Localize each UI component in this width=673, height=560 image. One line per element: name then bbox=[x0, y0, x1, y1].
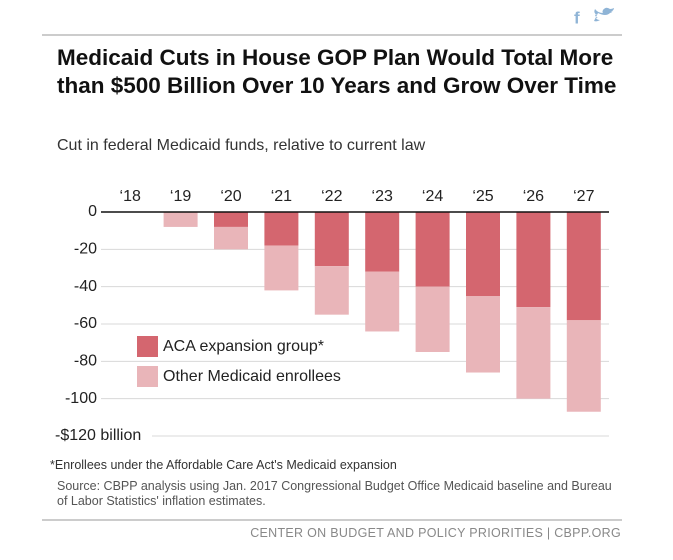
bar bbox=[264, 245, 299, 291]
bar bbox=[566, 320, 601, 412]
bar bbox=[516, 307, 551, 399]
x-tick-label: ‘27 bbox=[573, 188, 594, 205]
legend-swatch bbox=[137, 366, 158, 387]
x-tick-label: ‘22 bbox=[321, 188, 342, 205]
source: Source: CBPP analysis using Jan. 2017 Co… bbox=[57, 479, 612, 508]
x-tick-label: ‘23 bbox=[372, 188, 393, 205]
y-tick-label: -100 bbox=[65, 390, 97, 407]
bar bbox=[214, 226, 248, 250]
bar bbox=[365, 212, 400, 272]
x-tick-label: ‘25 bbox=[472, 188, 493, 205]
y-tick-label: -$120 billion bbox=[55, 427, 141, 444]
footnote: *Enrollees under the Affordable Care Act… bbox=[50, 458, 397, 472]
x-tick-label: ‘19 bbox=[170, 188, 191, 205]
x-tick-label: ‘21 bbox=[271, 188, 292, 205]
chart-title: Medicaid Cuts in House GOP Plan Would To… bbox=[57, 45, 617, 98]
credit: CENTER ON BUDGET AND POLICY PRIORITIES |… bbox=[250, 526, 621, 540]
bar bbox=[415, 212, 450, 287]
bar bbox=[264, 212, 299, 246]
legend-swatch bbox=[137, 336, 158, 357]
x-tick-label: ‘18 bbox=[120, 188, 141, 205]
bar bbox=[365, 271, 400, 332]
chart-subtitle: Cut in federal Medicaid funds, relative … bbox=[57, 137, 426, 154]
bar bbox=[566, 212, 601, 321]
bar bbox=[466, 212, 500, 296]
facebook-icon[interactable]: f bbox=[574, 8, 580, 27]
bar bbox=[214, 212, 248, 227]
legend-label: ACA expansion group* bbox=[163, 338, 324, 355]
twitter-icon[interactable] bbox=[594, 7, 614, 22]
bar bbox=[163, 212, 198, 227]
legend-label: Other Medicaid enrollees bbox=[163, 368, 341, 385]
y-tick-label: 0 bbox=[88, 203, 97, 220]
bar bbox=[314, 212, 349, 267]
bar bbox=[415, 286, 450, 352]
y-tick-label: -20 bbox=[74, 241, 97, 258]
x-tick-label: ‘26 bbox=[523, 188, 544, 205]
bar bbox=[466, 296, 500, 373]
bar bbox=[314, 266, 349, 315]
y-tick-label: -80 bbox=[74, 353, 97, 370]
bar bbox=[516, 212, 551, 308]
x-tick-label: ‘20 bbox=[220, 188, 241, 205]
y-tick-label: -40 bbox=[74, 278, 97, 295]
y-tick-label: -60 bbox=[74, 315, 97, 332]
x-tick-label: ‘24 bbox=[422, 188, 443, 205]
